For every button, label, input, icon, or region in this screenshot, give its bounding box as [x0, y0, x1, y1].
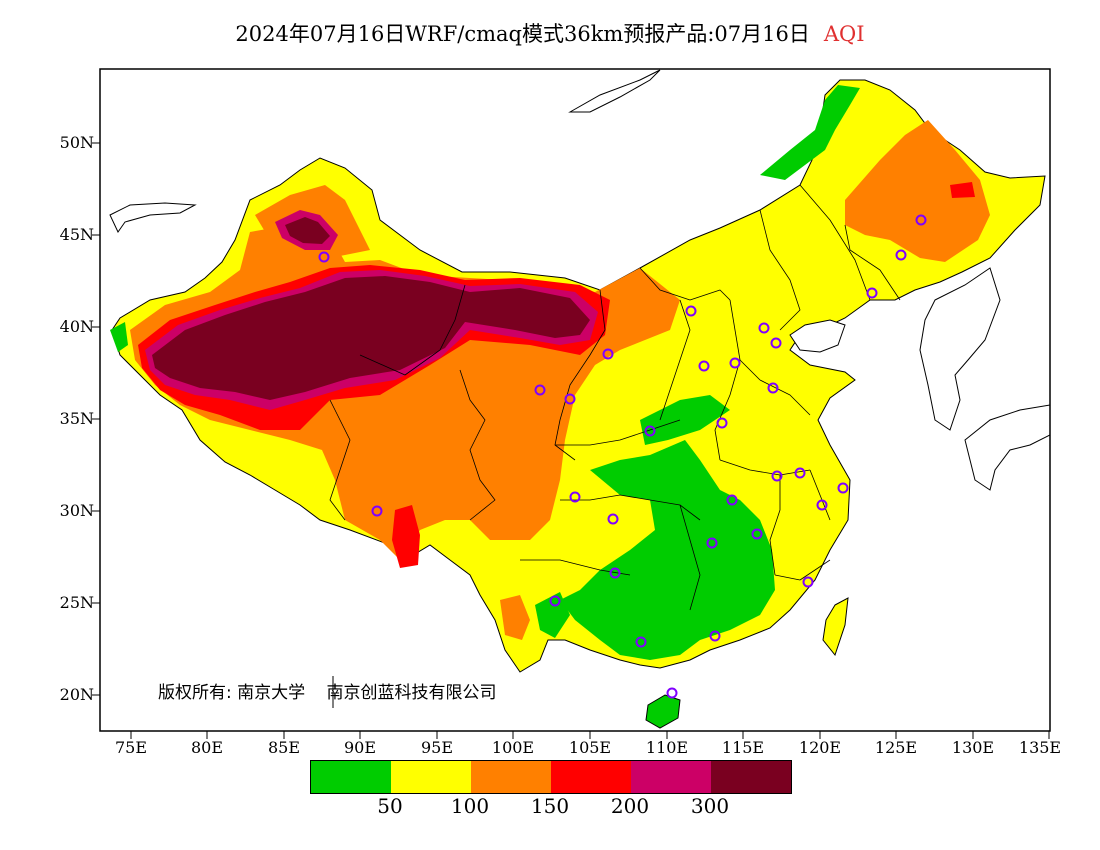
x-tick-label: 120E — [798, 738, 842, 757]
title-main: 2024年07月16日WRF/cmaq模式36km预报产品:07月16日 — [235, 22, 810, 46]
station-marker — [318, 251, 330, 263]
station-marker — [816, 499, 828, 511]
x-tick-label: 110E — [645, 738, 689, 757]
copyright-company: 南京创蓝科技有限公司 — [326, 683, 497, 703]
station-marker — [729, 357, 741, 369]
legend-swatch — [711, 761, 791, 793]
russia-coast-northwest — [109, 202, 197, 233]
legend-swatch — [311, 761, 391, 793]
y-tick-label: 30N — [59, 501, 94, 520]
station-marker — [666, 687, 678, 699]
legend-label: 50 — [377, 794, 403, 818]
legend-swatch — [631, 761, 711, 793]
station-marker — [534, 384, 546, 396]
station-marker — [371, 505, 383, 517]
station-marker — [709, 630, 721, 642]
station-marker — [564, 393, 576, 405]
station-marker — [915, 214, 927, 226]
taiwan-island — [822, 597, 849, 657]
bohai-coast — [789, 319, 846, 353]
zone-green-central — [640, 395, 730, 445]
y-tick-label: 20N — [59, 685, 94, 704]
y-tick-label: 40N — [59, 317, 94, 336]
title-variable: AQI — [823, 22, 865, 46]
station-marker — [802, 576, 814, 588]
hainan-island — [645, 694, 681, 729]
x-tick-label: 90E — [343, 738, 377, 757]
copyright-owner: 版权所有: 南京大学 — [158, 683, 306, 703]
station-marker — [685, 305, 697, 317]
province-borders — [329, 184, 901, 611]
map-title: 2024年07月16日WRF/cmaq模式36km预报产品:07月16日 AQI — [0, 18, 1100, 48]
legend-label: 100 — [450, 794, 490, 818]
station-marker — [726, 494, 738, 506]
x-tick-label: 135E — [1018, 738, 1062, 757]
y-tick-label: 45N — [59, 225, 94, 244]
station-marker — [569, 491, 581, 503]
station-marker — [549, 595, 561, 607]
y-tick-label: 35N — [59, 409, 94, 428]
x-tick-label: 100E — [491, 738, 535, 757]
station-marker — [770, 337, 782, 349]
legend-swatch — [551, 761, 631, 793]
x-tick-label: 80E — [190, 738, 224, 757]
map-frame — [99, 68, 1051, 732]
japan-coast — [964, 404, 1050, 491]
korea-peninsula — [919, 267, 1001, 431]
x-tick-label: 115E — [721, 738, 765, 757]
station-marker — [794, 467, 806, 479]
x-tick-label: 125E — [874, 738, 918, 757]
y-tick-label: 25N — [59, 593, 94, 612]
zone-red-tibet — [392, 505, 420, 568]
station-marker — [767, 382, 779, 394]
station-marker — [751, 528, 763, 540]
x-tick-label: 105E — [568, 738, 612, 757]
station-marker — [609, 567, 621, 579]
legend-label: 300 — [690, 794, 730, 818]
zone-orange-south — [500, 595, 530, 640]
y-tick-label: 50N — [59, 133, 94, 152]
zone-orange-northeast — [845, 120, 990, 262]
x-tick-label: 130E — [951, 738, 995, 757]
station-marker — [706, 537, 718, 549]
zone-maroon-taklimakan — [152, 276, 590, 400]
y-tick-marks — [92, 142, 100, 696]
legend-swatch — [391, 761, 471, 793]
legend-label: 150 — [530, 794, 570, 818]
station-marker — [837, 482, 849, 494]
copyright-text: 版权所有: 南京大学 南京创蓝科技有限公司 — [158, 678, 497, 703]
station-markers — [318, 214, 927, 699]
x-tick-marks — [130, 731, 1050, 739]
zone-green-sw — [535, 592, 570, 638]
baikal-lake — [568, 69, 661, 113]
x-tick-label: 75E — [114, 738, 148, 757]
x-tick-label: 95E — [420, 738, 454, 757]
zone-green-west-edge — [110, 322, 128, 352]
station-marker — [771, 470, 783, 482]
zone-red-northeast — [950, 182, 975, 198]
legend-label: 200 — [610, 794, 650, 818]
station-marker — [716, 417, 728, 429]
station-marker — [895, 249, 907, 261]
station-marker — [607, 513, 619, 525]
zone-green-northeast — [760, 85, 860, 180]
station-marker — [635, 636, 647, 648]
aqi-legend-bar — [310, 760, 792, 794]
station-marker — [644, 425, 656, 437]
station-marker — [698, 360, 710, 372]
zone-maroon-dzungaria — [285, 217, 330, 244]
x-tick-label: 85E — [267, 738, 301, 757]
station-marker — [602, 348, 614, 360]
station-marker — [866, 287, 878, 299]
station-marker — [758, 322, 770, 334]
zone-green-south — [560, 440, 775, 660]
legend-swatch — [471, 761, 551, 793]
